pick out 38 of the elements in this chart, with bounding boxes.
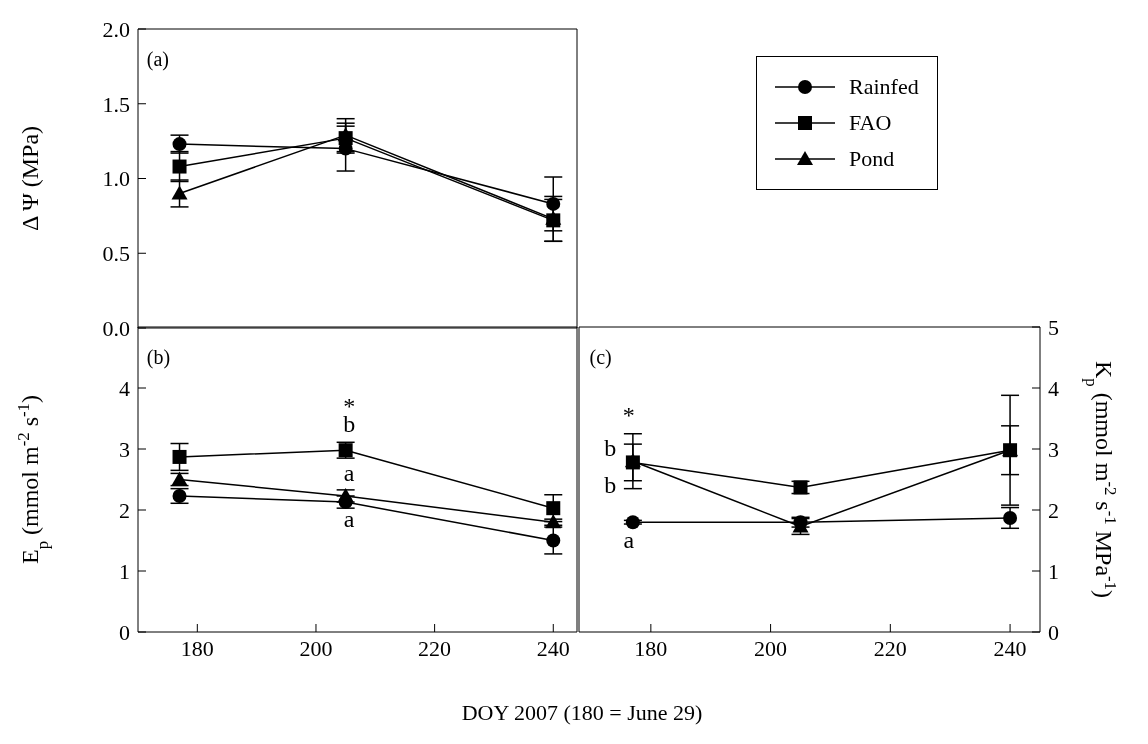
y-tick-label: 0 <box>119 619 130 645</box>
annotation: a <box>342 459 356 486</box>
x-tick-label: 240 <box>993 635 1027 661</box>
x-tick-label: 200 <box>754 635 788 661</box>
annotation: (b) <box>146 345 171 371</box>
annotation: (c) <box>589 345 612 371</box>
annotation: (a) <box>146 47 169 72</box>
x-tick-label: 180 <box>180 635 214 661</box>
legend-label: Rainfed <box>849 74 919 100</box>
y-tick-label: 2 <box>119 497 130 523</box>
annotation: b <box>603 472 618 499</box>
y-tick-label: 0.5 <box>102 241 130 267</box>
annotation: a <box>342 505 356 532</box>
y-tick-label: 2.0 <box>102 16 130 42</box>
y-tick-label: 1.0 <box>102 166 130 192</box>
y-tick-label: 1.5 <box>102 91 130 117</box>
y-tick-label: 0 <box>1048 619 1059 645</box>
y-tick-label: 1 <box>119 558 130 584</box>
y-tick-label: 3 <box>119 436 130 462</box>
y-tick-label: 0.0 <box>102 315 130 341</box>
legend-label: Pond <box>849 146 895 172</box>
legend-label: FAO <box>849 110 892 136</box>
y-tick-label: 1 <box>1048 558 1059 584</box>
annotation: a <box>622 527 636 554</box>
y-tick-label: 5 <box>1048 314 1059 340</box>
y-tick-label: 2 <box>1048 497 1059 523</box>
x-tick-label: 220 <box>873 635 907 661</box>
x-tick-label: 200 <box>299 635 333 661</box>
y-axis-title: Δ Ψ (MPa) <box>17 125 43 232</box>
x-tick-label: 180 <box>634 635 668 661</box>
y-tick-label: 4 <box>119 375 130 401</box>
y-tick-label: 4 <box>1048 375 1059 401</box>
y-tick-label: 3 <box>1048 436 1059 462</box>
annotation: b <box>603 435 618 462</box>
x-tick-label: 240 <box>536 635 570 661</box>
x-axis-title: DOY 2007 (180 = June 29) <box>460 700 704 726</box>
x-tick-label: 220 <box>418 635 452 661</box>
annotation: * <box>621 401 636 428</box>
